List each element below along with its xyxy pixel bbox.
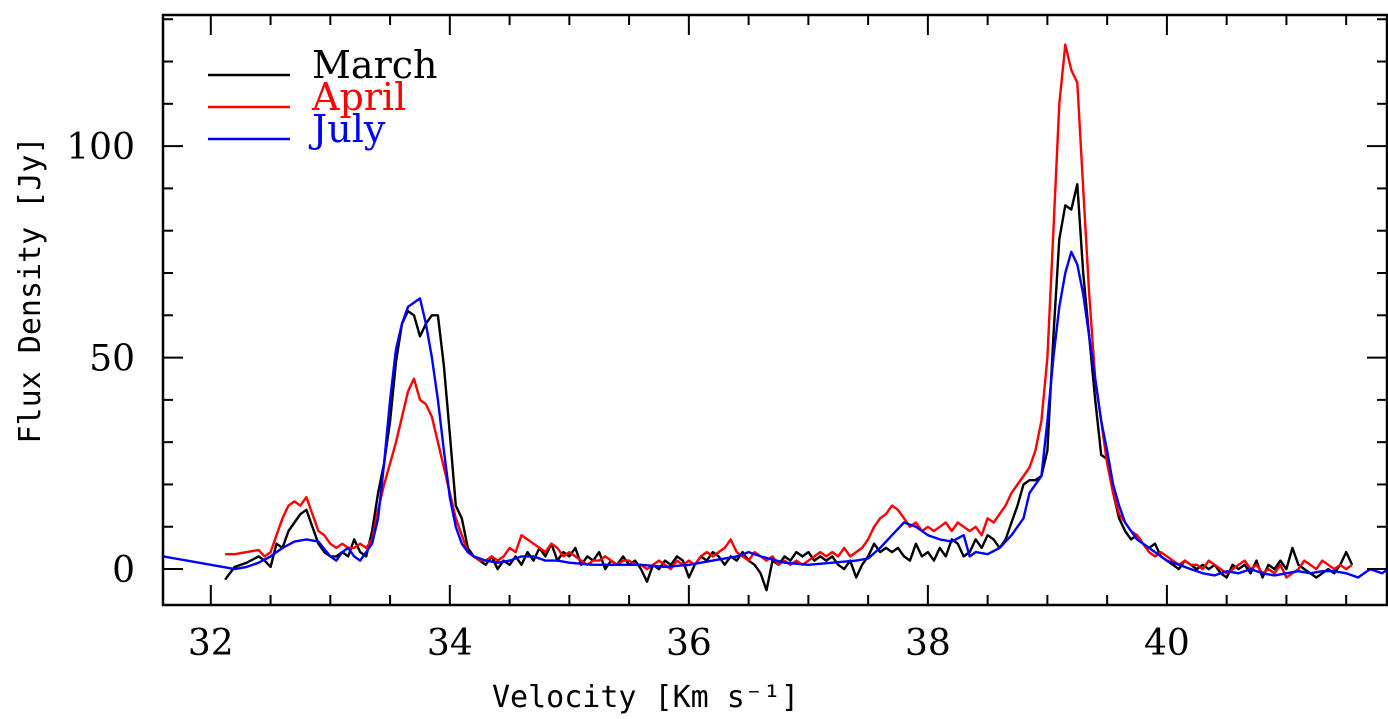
plot-frame bbox=[161, 13, 1388, 607]
x-tick-label: 34 bbox=[427, 623, 473, 664]
series-line-july bbox=[163, 250, 1388, 579]
x-tick-label: 38 bbox=[905, 623, 951, 664]
series-line-march bbox=[224, 183, 1354, 592]
y-tick-label: 0 bbox=[112, 550, 135, 591]
legend-label-july: July bbox=[308, 107, 386, 151]
x-tick-label: 40 bbox=[1144, 623, 1190, 664]
y-tick-label: 50 bbox=[89, 339, 135, 380]
series-line-april bbox=[225, 43, 1353, 579]
legend-label-april: April bbox=[311, 75, 406, 119]
y-axis-title: Flux Density [Jy] bbox=[13, 136, 48, 443]
y-tick-label: 100 bbox=[66, 127, 135, 168]
series-layer bbox=[163, 43, 1388, 592]
x-axis-title: Velocity [Km s⁻¹] bbox=[492, 680, 799, 715]
legend-label-march: March bbox=[312, 43, 438, 87]
ticks-layer: 32 34 36 38 40 0 50 100 bbox=[66, 15, 1387, 664]
x-tick-label: 32 bbox=[188, 623, 234, 664]
x-tick-label: 36 bbox=[666, 623, 712, 664]
